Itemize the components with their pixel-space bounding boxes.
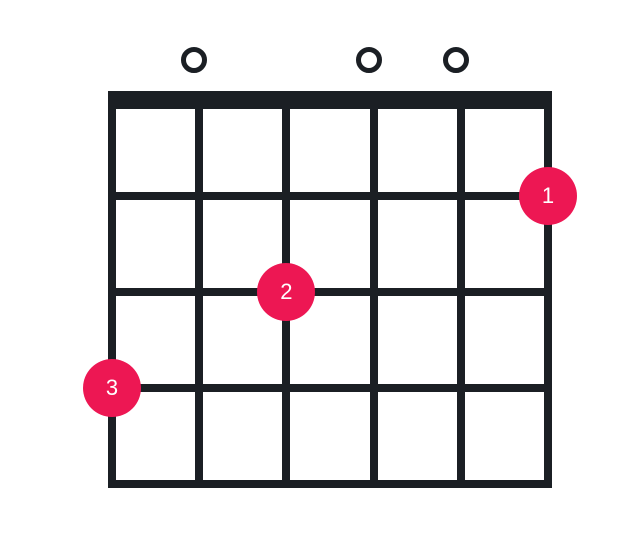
finger-label: 1 (542, 183, 554, 209)
finger-dot: 3 (83, 359, 141, 417)
open-string-marker (181, 47, 207, 73)
fret-line (108, 384, 552, 392)
open-string-marker (443, 47, 469, 73)
string-line (370, 91, 378, 488)
finger-dot: 1 (519, 167, 577, 225)
nut (108, 91, 552, 109)
chord-diagram: 1 2 3 (0, 0, 640, 560)
string-line (457, 91, 465, 488)
fret-line (108, 192, 552, 200)
string-line (544, 91, 552, 488)
string-line (195, 91, 203, 488)
open-string-marker (356, 47, 382, 73)
finger-dot: 2 (257, 263, 315, 321)
fret-line (108, 480, 552, 488)
fret-line (108, 288, 552, 296)
string-line (108, 91, 116, 488)
finger-label: 2 (280, 279, 292, 305)
finger-label: 3 (106, 375, 118, 401)
